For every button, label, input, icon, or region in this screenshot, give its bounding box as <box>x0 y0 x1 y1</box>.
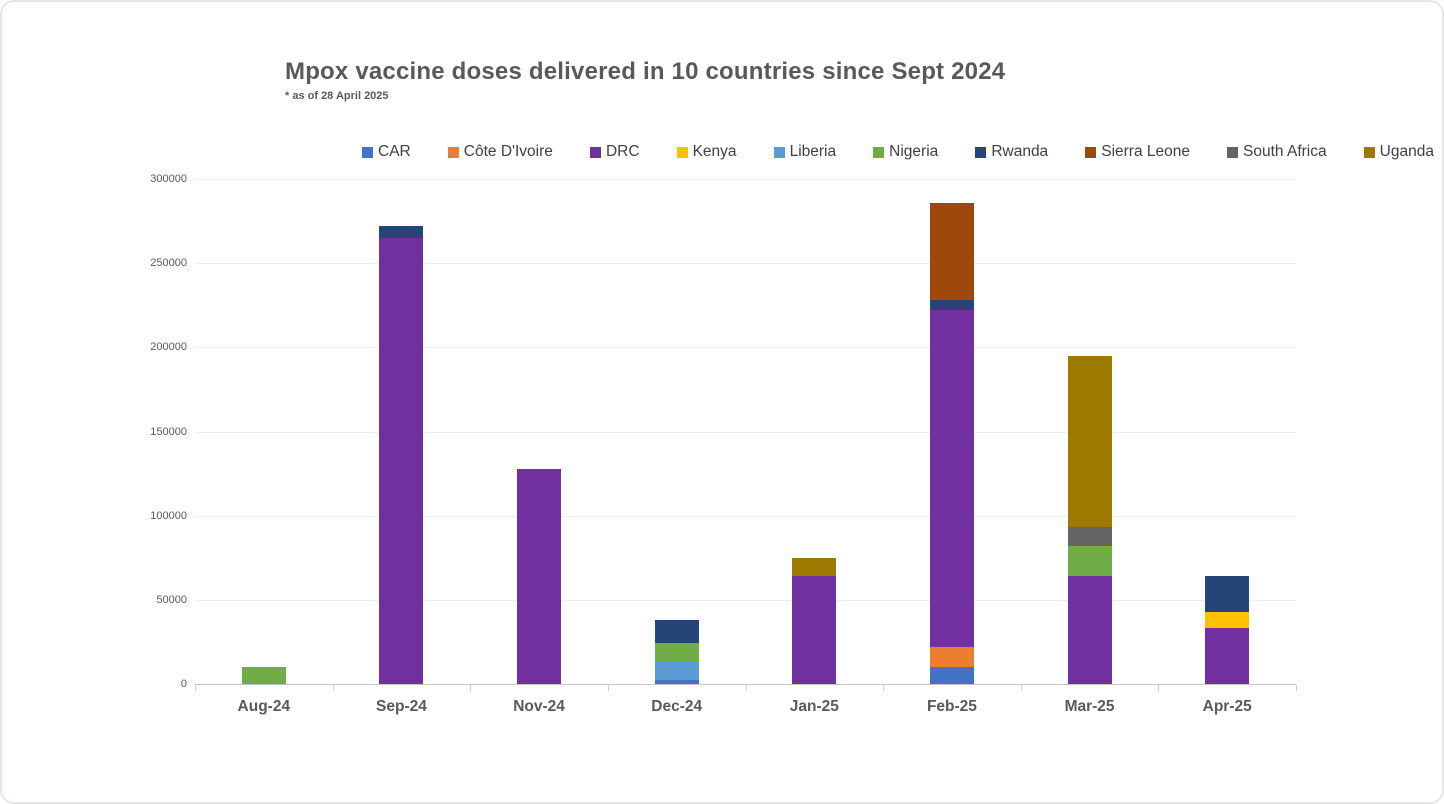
legend-item-uganda: Uganda <box>1363 143 1434 161</box>
legend-swatch-icon <box>1227 146 1239 158</box>
bar-segment-nigeria-aug-24 <box>241 667 286 684</box>
x-axis-label: Jan-25 <box>789 698 839 715</box>
bar-segment-rwanda-feb-25 <box>929 300 974 311</box>
y-axis-label: 150000 <box>150 425 187 438</box>
bar-segment-uganda-mar-25 <box>1067 355 1112 528</box>
legend-label: CAR <box>378 143 411 160</box>
legend-item-nigeria: Nigeria <box>873 143 938 161</box>
bar-segment-south-africa-mar-25 <box>1067 527 1112 546</box>
legend-item-drc: DRC <box>589 143 640 161</box>
axis-tick <box>745 685 747 691</box>
legend-item-kenya: Kenya <box>676 143 737 161</box>
legend-item-rwanda: Rwanda <box>975 143 1048 161</box>
axis-tick <box>607 685 609 691</box>
bar-segment-car-dec-24 <box>654 679 699 684</box>
legend-item-car: CAR <box>362 143 411 161</box>
legend-swatch-icon <box>873 146 885 158</box>
legend-label: Côte D'Ivoire <box>463 143 553 160</box>
legend-swatch-icon <box>773 146 785 158</box>
bar-segment-rwanda-apr-25 <box>1205 576 1250 612</box>
legend-label: South Africa <box>1243 143 1327 160</box>
legend-item-sierra-leone: Sierra Leone <box>1085 143 1190 161</box>
axis-tick <box>1296 685 1297 691</box>
y-axis-label: 50000 <box>156 593 187 606</box>
axis-tick <box>470 685 472 691</box>
chart-title: Mpox vaccine doses delivered in 10 count… <box>285 58 1006 85</box>
bar-segment-car-feb-25 <box>929 667 974 684</box>
gridline <box>195 347 1296 349</box>
legend-swatch-icon <box>589 146 601 158</box>
bar-segment-drc-nov-24 <box>517 469 562 684</box>
y-axis-label: 200000 <box>150 341 187 354</box>
axis-tick <box>1020 685 1022 691</box>
x-axis-line <box>195 684 1296 685</box>
gridline <box>195 431 1296 433</box>
bar-segment-sierra-leone-feb-25 <box>929 202 974 301</box>
bar-segment-c-te-d-ivoire-feb-25 <box>929 646 974 668</box>
axis-tick <box>195 685 196 691</box>
bar-segment-drc-sep-24 <box>379 237 424 684</box>
legend-swatch-icon <box>676 146 688 158</box>
bar-segment-liberia-dec-24 <box>654 661 699 680</box>
x-axis-label: Sep-24 <box>376 698 427 715</box>
gridline <box>195 599 1296 601</box>
bar-segment-kenya-apr-25 <box>1205 611 1250 629</box>
gridline <box>195 515 1296 517</box>
legend-label: Nigeria <box>889 143 939 160</box>
legend-item-south-africa: South Africa <box>1227 143 1327 161</box>
legend-swatch-icon <box>1085 146 1097 158</box>
chart-legend: CAR Côte D'Ivoire DRC Kenya Liberia Nigeria Rw… <box>362 142 1434 162</box>
axis-tick <box>883 685 885 691</box>
legend-label: Rwanda <box>991 143 1049 160</box>
legend-swatch-icon <box>975 146 987 158</box>
x-axis-label: Feb-25 <box>926 698 977 715</box>
x-axis-label: Aug-24 <box>237 698 291 715</box>
bar-segment-nigeria-mar-25 <box>1067 545 1112 577</box>
legend-label: DRC <box>605 143 640 160</box>
legend-label: Uganda <box>1379 143 1434 160</box>
legend-label: Sierra Leone <box>1101 143 1190 160</box>
legend-label: Kenya <box>692 143 737 160</box>
axis-tick <box>1158 685 1160 691</box>
chart-subtitle: * as of 28 April 2025 <box>285 90 389 102</box>
y-axis-label: 250000 <box>150 257 187 270</box>
bar-segment-rwanda-dec-24 <box>654 620 699 643</box>
bar-segment-uganda-jan-25 <box>792 557 837 577</box>
legend-item-c-te-d-ivoire: Côte D'Ivoire <box>447 143 553 161</box>
x-axis-label: Apr-25 <box>1202 698 1252 715</box>
legend-item-liberia: Liberia <box>773 143 837 161</box>
legend-label: Liberia <box>789 143 837 160</box>
y-axis-label: 300000 <box>150 173 187 185</box>
legend-swatch-icon <box>1363 146 1375 158</box>
gridline <box>195 179 1296 180</box>
bar-segment-drc-feb-25 <box>929 310 974 647</box>
axis-tick <box>332 685 334 691</box>
y-axis-label: 100000 <box>150 509 187 522</box>
bar-segment-drc-mar-25 <box>1067 576 1112 684</box>
x-axis-label: Dec-24 <box>651 698 703 715</box>
bar-segment-drc-jan-25 <box>792 576 837 684</box>
legend-swatch-icon <box>362 146 373 158</box>
x-axis-label: Nov-24 <box>513 698 565 715</box>
bar-segment-drc-apr-25 <box>1205 628 1250 684</box>
bar-segment-nigeria-dec-24 <box>654 642 699 662</box>
bar-segment-rwanda-sep-24 <box>379 226 424 238</box>
x-axis-label: Mar-25 <box>1064 698 1115 715</box>
y-axis-label: 0 <box>180 678 187 690</box>
gridline <box>195 263 1296 265</box>
legend-swatch-icon <box>447 146 459 158</box>
